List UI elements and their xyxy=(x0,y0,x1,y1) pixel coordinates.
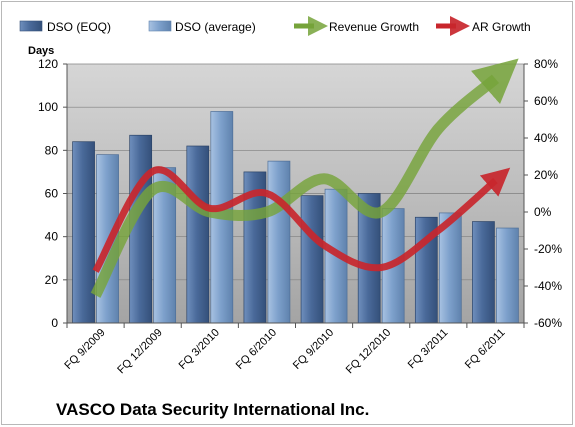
lines-layer xyxy=(90,58,519,298)
legend-swatch-dso-average xyxy=(148,20,172,32)
y-tick-label: 0 xyxy=(51,316,58,330)
x-tick-label: FQ 9/2009 xyxy=(62,327,107,372)
axes-layer: 0 20 40 60 80 100 120 -60% -40% -20% 0% 20% 40% 60% 80… xyxy=(38,57,562,330)
x-tick-label: FQ 3/2011 xyxy=(406,327,451,372)
bar-dso-average xyxy=(267,160,291,324)
y-tick-label: 100 xyxy=(38,100,58,114)
legend-label-ar-growth: AR Growth xyxy=(472,20,531,34)
y-tick-label: 20 xyxy=(45,273,59,287)
y2-tick-label: -20% xyxy=(534,242,562,256)
y-tick-label: 40 xyxy=(45,230,59,244)
bar-dso-eoq xyxy=(186,145,210,324)
line-revenue-growth xyxy=(90,58,519,298)
x-tick-label: FQ 12/2010 xyxy=(344,327,394,377)
y2-tick-label: 60% xyxy=(534,94,558,108)
x-tick-label: FQ 6/2010 xyxy=(234,327,279,372)
x-tick-label: FQ 12/2009 xyxy=(115,327,165,377)
y2-tick-label: 80% xyxy=(534,57,558,71)
y-tick-label: 60 xyxy=(45,187,59,201)
legend-label-dso-eoq: DSO (EOQ) xyxy=(47,20,111,34)
y2-tick-label: -40% xyxy=(534,279,562,293)
x-tick-label: FQ 9/2010 xyxy=(291,327,336,372)
x-tick-label: FQ 6/2011 xyxy=(463,327,508,372)
bar-dso-eoq xyxy=(472,221,495,324)
y-axis-title: Days xyxy=(28,45,54,57)
chart-title: VASCO Data Security International Inc. xyxy=(56,400,369,419)
bar-dso-average xyxy=(496,227,519,324)
bar-dso-eoq xyxy=(72,141,95,324)
y2-tick-label: -60% xyxy=(534,316,562,330)
line-ar-growth xyxy=(92,166,511,273)
legend-item-dso-eoq: DSO (EOQ) xyxy=(19,20,111,34)
y-tick-label: 80 xyxy=(45,143,59,157)
y-tick-label: 120 xyxy=(38,57,58,71)
legend: DSO (EOQ) DSO (average) Revenue Growth A… xyxy=(19,16,531,36)
legend-item-ar-growth: AR Growth xyxy=(436,16,531,36)
bar-dso-eoq xyxy=(300,195,324,324)
y2-tick-label: 40% xyxy=(534,131,558,145)
bar-dso-eoq xyxy=(129,134,153,324)
legend-item-dso-average: DSO (average) xyxy=(148,20,256,34)
y2-tick-label: 0% xyxy=(534,205,552,219)
legend-label-revenue-growth: Revenue Growth xyxy=(329,20,419,34)
legend-label-dso-average: DSO (average) xyxy=(175,20,256,34)
legend-item-revenue-growth: Revenue Growth xyxy=(294,16,419,36)
category-labels: FQ 9/2009 FQ 12/2009 FQ 3/2010 FQ 6/2010 FQ … xyxy=(62,327,507,377)
y2-tick-label: 20% xyxy=(534,168,558,182)
x-tick-label: FQ 3/2010 xyxy=(177,327,222,372)
legend-swatch-dso-eoq xyxy=(19,20,43,32)
